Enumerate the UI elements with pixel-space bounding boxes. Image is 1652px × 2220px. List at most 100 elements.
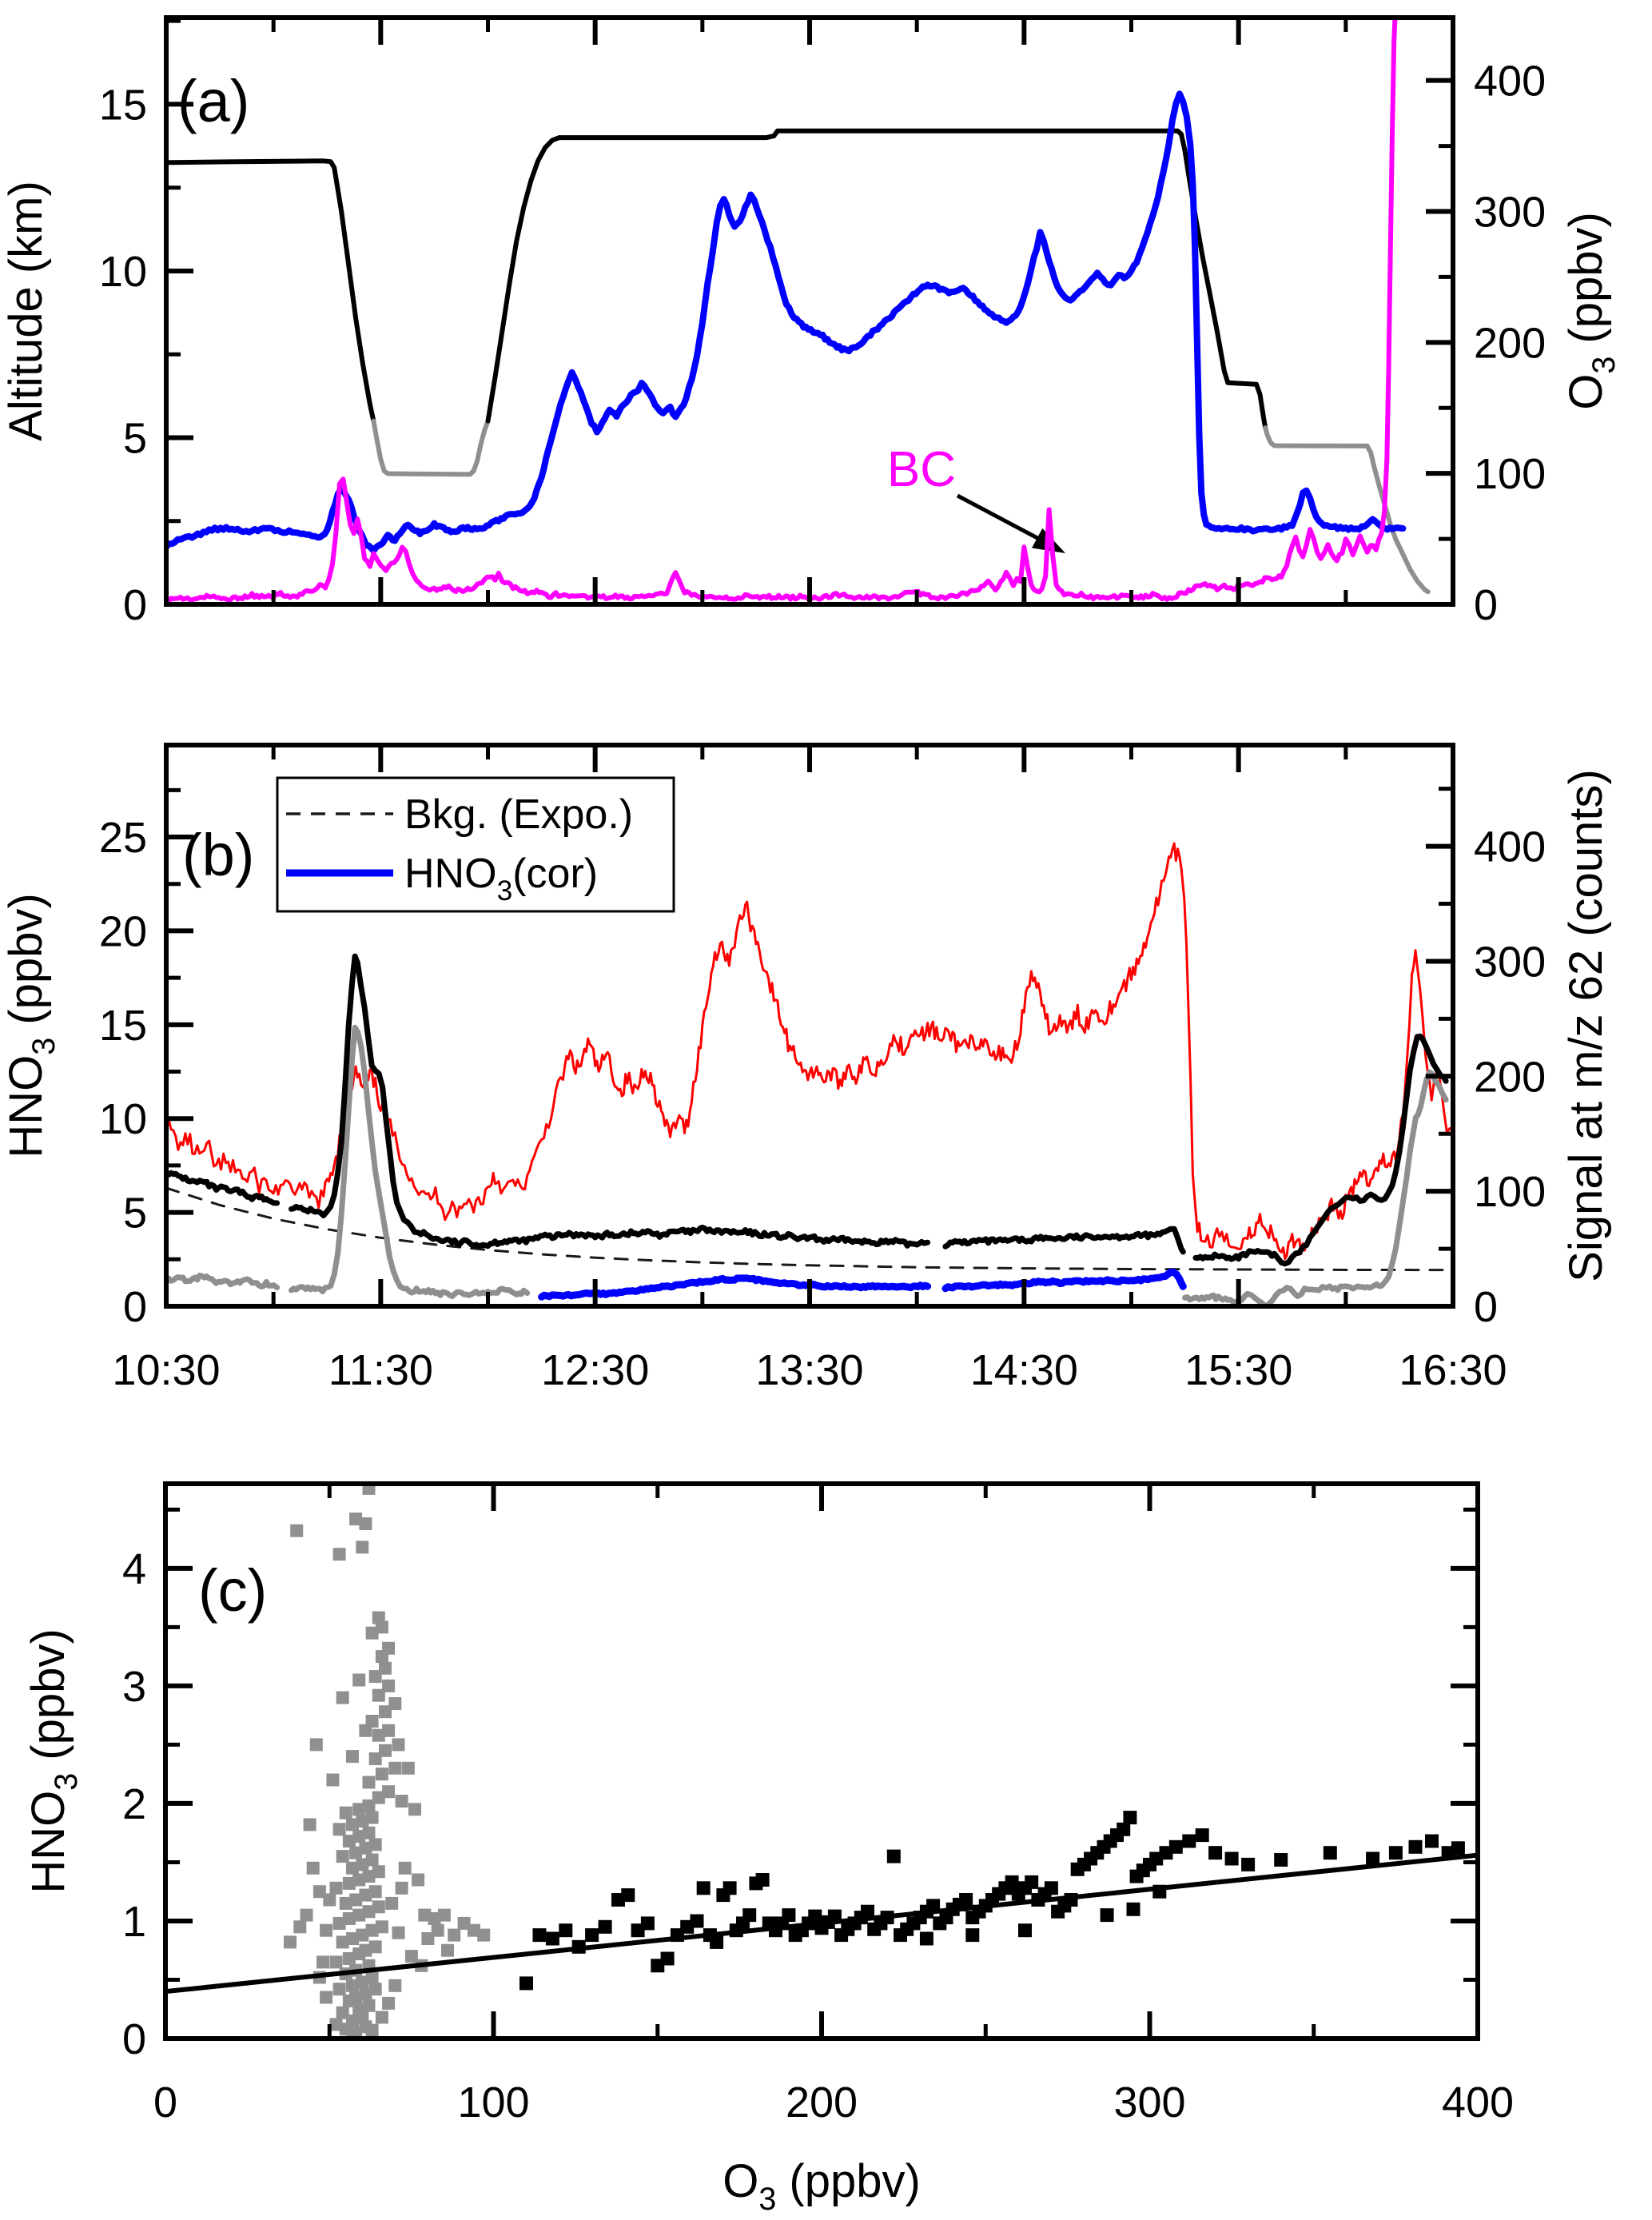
scatter-point	[362, 1905, 376, 1919]
scatter-point	[346, 1932, 359, 1945]
scatter-point	[356, 1928, 369, 1942]
x-tick-label: 14:30	[970, 1346, 1078, 1394]
y-tick-label-right: 0	[1474, 1283, 1498, 1331]
y-tick-label-left: 15	[99, 1002, 147, 1050]
scatter-point	[372, 1611, 385, 1624]
y-tick-label-right: 300	[1474, 938, 1546, 986]
panel-c: (c) 0 100 200 300 400 0 1 2 3 4 HNO3 (ppbv) O3 (ppb…	[22, 1481, 1514, 2217]
series-hno3-gray	[289, 1024, 531, 1299]
axis-title-c-x: O3 (ppbv)	[723, 2155, 921, 2217]
scatter-point	[349, 1513, 363, 1526]
scatter-point	[545, 1931, 559, 1946]
x-tick-label: 16:30	[1399, 1346, 1507, 1394]
scatter-point	[1451, 1841, 1465, 1855]
scatter-point	[329, 1881, 343, 1895]
panel-a-letter: (a)	[177, 68, 249, 134]
scatter-point	[861, 1904, 874, 1919]
scatter-point	[326, 1773, 340, 1787]
series-scatter-boundary-layer	[284, 1484, 491, 2039]
scatter-point	[926, 1899, 941, 1913]
scatter-point	[395, 1795, 408, 1807]
x-tick-label: 10:30	[112, 1346, 220, 1394]
panel-border	[164, 15, 1455, 607]
scatter-point	[368, 1670, 382, 1684]
axes-b: 10:30 11:30 12:30 13:30 14:30 15:30 16:30 0 5 10 1…	[99, 743, 1546, 1394]
scatter-point	[431, 1923, 444, 1937]
scatter-point	[303, 1818, 316, 1831]
y-tick-label-right: 400	[1474, 58, 1546, 106]
x-tick-label: 0	[153, 2079, 177, 2126]
scatter-point	[379, 1744, 392, 1757]
y-tick-label-right: 300	[1474, 188, 1546, 236]
scatter-point	[368, 1885, 382, 1899]
plot-area-a	[166, 18, 1431, 604]
scatter-point	[382, 1679, 396, 1692]
scatter-point	[1408, 1839, 1423, 1854]
bc-annotation-label: BC	[887, 442, 956, 497]
scatter-point	[1208, 1846, 1223, 1860]
x-tick-label: 300	[1113, 2079, 1185, 2126]
x-tick-label: 400	[1442, 2079, 1514, 2126]
scatter-point	[1195, 1828, 1209, 1843]
scatter-point	[585, 1928, 599, 1943]
scatter-point	[352, 2003, 366, 2016]
scatter-point	[808, 1909, 822, 1923]
scatter-point	[368, 1983, 382, 1996]
scatter-point	[372, 1865, 385, 1879]
scatter-point	[368, 1940, 382, 1954]
y-tick-label-right: 100	[1474, 1168, 1546, 1216]
scatter-point	[477, 1928, 491, 1942]
scatter-point	[782, 1908, 796, 1923]
scatter-point	[339, 1896, 352, 1910]
scatter-point	[346, 1818, 359, 1831]
y-tick-label-left: 15	[99, 81, 147, 129]
scatter-point	[448, 1928, 461, 1942]
series-hno3-raw	[289, 953, 931, 1249]
scatter-point	[362, 1799, 376, 1812]
scatter-point	[388, 1979, 402, 1992]
scatter-point	[329, 2018, 343, 2031]
scatter-point	[404, 1950, 418, 1963]
scatter-point	[346, 1861, 359, 1875]
scatter-point	[336, 1691, 349, 1704]
x-tick-label: 12:30	[541, 1346, 649, 1394]
scatter-point	[329, 1955, 343, 1969]
scatter-point	[388, 1761, 402, 1775]
scatter-point	[375, 1920, 388, 1934]
series-background-expo	[166, 1186, 1453, 1272]
series-hno3-raw	[942, 1226, 1186, 1255]
scatter-point	[336, 1850, 349, 1863]
scatter-point	[379, 1705, 392, 1719]
series-altitude	[166, 158, 376, 424]
series-hno3-raw	[166, 1170, 281, 1206]
scatter-point	[342, 1835, 356, 1847]
x-tick-label: 200	[786, 2079, 858, 2126]
scatter-point	[284, 1935, 297, 1949]
panel-a: (a) BC 0 5 10 15 0 100 200 300 400 Altitude (km) O…	[0, 15, 1622, 629]
scatter-point	[418, 1908, 432, 1922]
scatter-point	[316, 1955, 329, 1969]
scatter-point	[365, 1853, 379, 1867]
scatter-point	[401, 1761, 415, 1775]
series-altitude	[1263, 425, 1431, 595]
y-tick-label-left: 2	[122, 1780, 146, 1828]
scatter-point	[382, 1785, 396, 1799]
axis-title-b-right: Signal at m/z 62 (counts)	[1560, 769, 1612, 1282]
series-hno3-gray	[1182, 1069, 1449, 1306]
y-tick-label-left: 25	[99, 814, 147, 862]
scatter-point	[359, 1841, 372, 1855]
scatter-point	[375, 2011, 388, 2024]
axes-a: 0 5 10 15 0 100 200 300 400	[99, 15, 1546, 629]
legend-box	[276, 776, 675, 913]
scatter-point	[359, 1987, 372, 2001]
scatter-point	[365, 1626, 379, 1640]
y-tick-label-right: 200	[1474, 319, 1546, 367]
scatter-point	[342, 1952, 356, 1965]
plot-area-c	[165, 1484, 1478, 2039]
scatter-point	[437, 1908, 451, 1922]
series-hno3-cor	[538, 1274, 932, 1301]
scatter-point	[362, 1776, 376, 1789]
scatter-point	[359, 1517, 372, 1530]
y-tick-label-left: 10	[99, 248, 147, 296]
